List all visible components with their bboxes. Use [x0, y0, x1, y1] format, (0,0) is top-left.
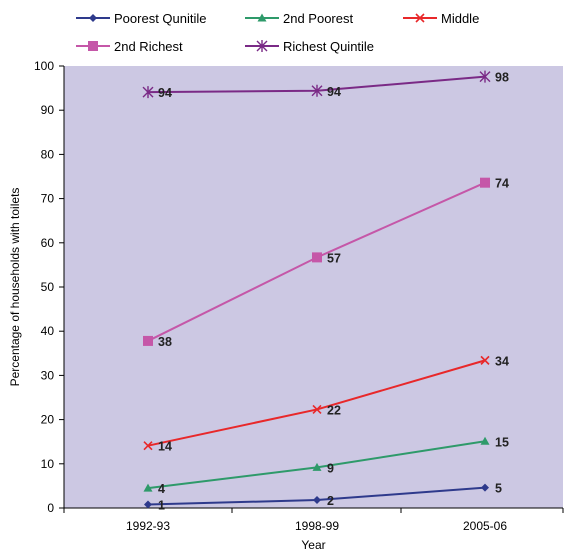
data-point: [479, 70, 491, 83]
x-tick-label: 1992-93: [126, 519, 170, 533]
data-label: 14: [158, 440, 172, 454]
data-label: 15: [495, 435, 509, 449]
y-tick-label: 20: [41, 413, 55, 427]
plot-area: [64, 66, 563, 508]
y-tick-label: 80: [41, 147, 55, 161]
legend-item: Poorest Qunitile: [76, 11, 207, 26]
data-point: [481, 483, 489, 492]
legend-label: 2nd Poorest: [283, 11, 353, 26]
data-point: [312, 252, 322, 263]
data-label: 9: [327, 461, 334, 475]
data-label: 98: [495, 71, 509, 85]
y-tick-label: 50: [41, 280, 55, 294]
data-label: 74: [495, 177, 509, 191]
y-tick-label: 90: [41, 103, 55, 117]
legend-item: Richest Quintile: [245, 39, 374, 54]
y-tick-label: 100: [34, 59, 54, 73]
legend-marker: [88, 41, 98, 51]
data-point: [313, 496, 321, 505]
data-point: [143, 483, 153, 492]
legend-item: 2nd Poorest: [245, 11, 353, 26]
data-point: [312, 462, 322, 471]
data-label: 2: [327, 494, 334, 508]
data-point: [480, 436, 490, 445]
series-poorest-qunitile: 1 2 5: [144, 482, 502, 512]
y-axis: 0 10 20 30 40 50 60 70 80 90 100: [34, 59, 65, 515]
legend-marker: [257, 13, 267, 22]
x-tick-label: 2005-06: [463, 519, 507, 533]
data-label: 94: [158, 86, 172, 100]
legend-marker: [89, 14, 97, 22]
data-point: [143, 335, 153, 346]
y-axis-title: Percentage of households with toilets: [8, 188, 22, 387]
data-point: [480, 177, 490, 188]
series-2nd-richest: 38 57 74: [143, 177, 509, 349]
legend-label: Middle: [441, 11, 479, 26]
y-tick-label: 10: [41, 457, 55, 471]
data-label: 4: [158, 482, 165, 496]
data-point: [312, 404, 322, 414]
legend-marker: [256, 40, 268, 52]
data-label: 57: [327, 251, 341, 265]
series-middle: 14 22 34: [143, 354, 509, 454]
data-label: 34: [495, 354, 509, 368]
data-label: 38: [158, 335, 172, 349]
y-tick-label: 30: [41, 368, 55, 382]
data-point: [142, 86, 154, 99]
data-label: 1: [158, 498, 165, 512]
y-tick-label: 40: [41, 324, 55, 338]
series-richest-quintile: 94 94 98: [142, 70, 509, 100]
series-layer: 1 2 5 4 9 15 14 22 34 38 57 74 94 94 98: [142, 70, 509, 512]
series-2nd-poorest: 4 9 15: [143, 435, 509, 496]
legend-label: 2nd Richest: [114, 39, 183, 54]
data-label: 5: [495, 482, 502, 496]
data-label: 22: [327, 403, 341, 417]
data-point: [480, 355, 490, 365]
x-axis: 1992-93 1998-99 2005-06: [63, 507, 564, 533]
legend-item: 2nd Richest: [76, 39, 183, 54]
legend: Poorest Qunitile 2nd Poorest Middle 2nd Ric…: [76, 11, 479, 54]
y-tick-label: 60: [41, 236, 55, 250]
data-point: [144, 500, 152, 509]
data-label: 94: [327, 85, 341, 99]
data-point: [311, 84, 323, 97]
legend-label: Richest Quintile: [283, 39, 374, 54]
legend-marker: [415, 13, 425, 23]
x-tick-label: 1998-99: [295, 519, 339, 533]
x-axis-title: Year: [301, 538, 325, 552]
legend-label: Poorest Qunitile: [114, 11, 207, 26]
legend-item: Middle: [403, 11, 479, 26]
y-tick-label: 0: [47, 501, 54, 515]
y-tick-label: 70: [41, 192, 55, 206]
data-point: [143, 441, 153, 451]
